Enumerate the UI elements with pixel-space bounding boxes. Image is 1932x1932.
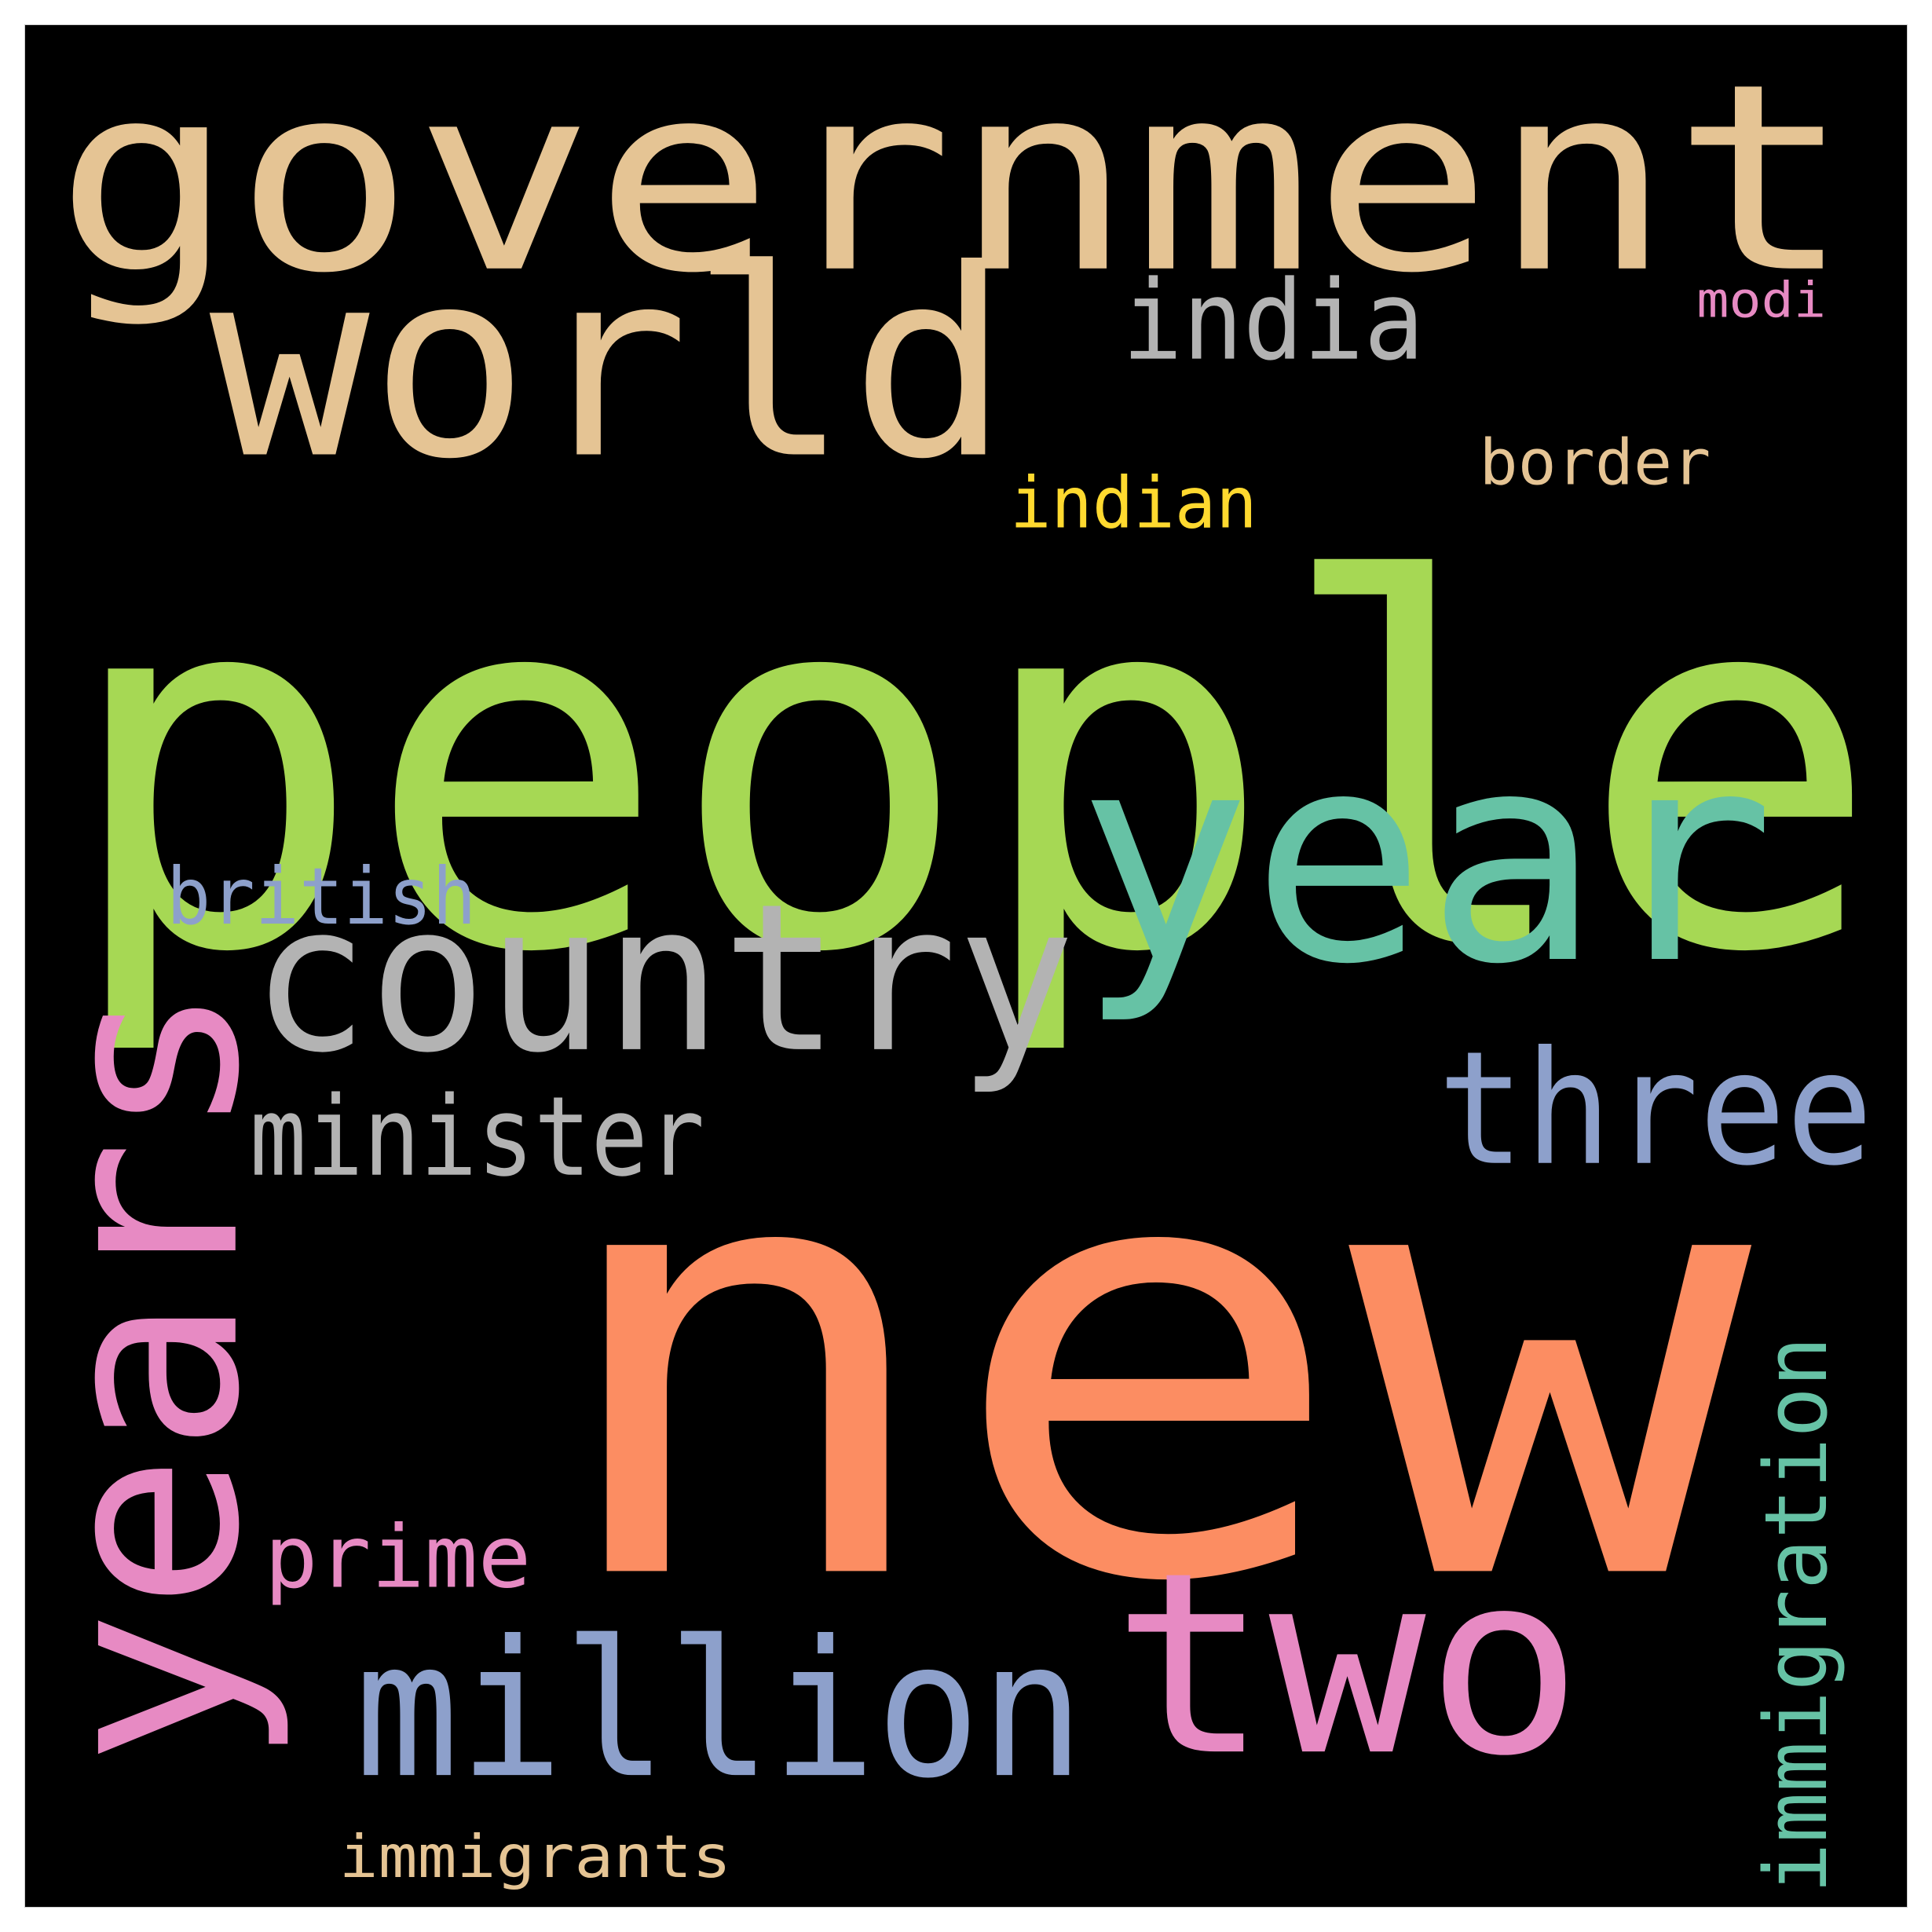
word-two: two xyxy=(1112,1519,1583,1811)
word-years: years xyxy=(25,982,295,1767)
word-indian: indian xyxy=(1010,463,1257,544)
word-cloud-canvas: people new government world year years c… xyxy=(25,25,1907,1907)
word-three: three xyxy=(1437,1019,1873,1201)
word-border: border xyxy=(1479,426,1711,499)
word-country: country xyxy=(251,861,1075,1098)
word-people: people xyxy=(61,477,1882,1062)
word-world: world xyxy=(210,214,1010,516)
word-modi: modi xyxy=(1696,273,1826,329)
word-prime: prime xyxy=(265,1506,532,1607)
word-new: new xyxy=(543,1018,1756,1712)
word-year: year xyxy=(1077,690,1775,1028)
word-minister: minister xyxy=(250,1073,705,1201)
word-immigration: immigration xyxy=(1746,1337,1846,1894)
word-immigrants: immigrants xyxy=(339,1822,732,1891)
word-british: british xyxy=(166,851,477,942)
word-cloud-background xyxy=(25,25,1907,1907)
word-cloud: people new government world year years c… xyxy=(24,24,1908,1908)
word-million: million xyxy=(355,1600,1085,1820)
word-india: india xyxy=(1122,257,1425,385)
word-government: government xyxy=(55,28,1852,330)
